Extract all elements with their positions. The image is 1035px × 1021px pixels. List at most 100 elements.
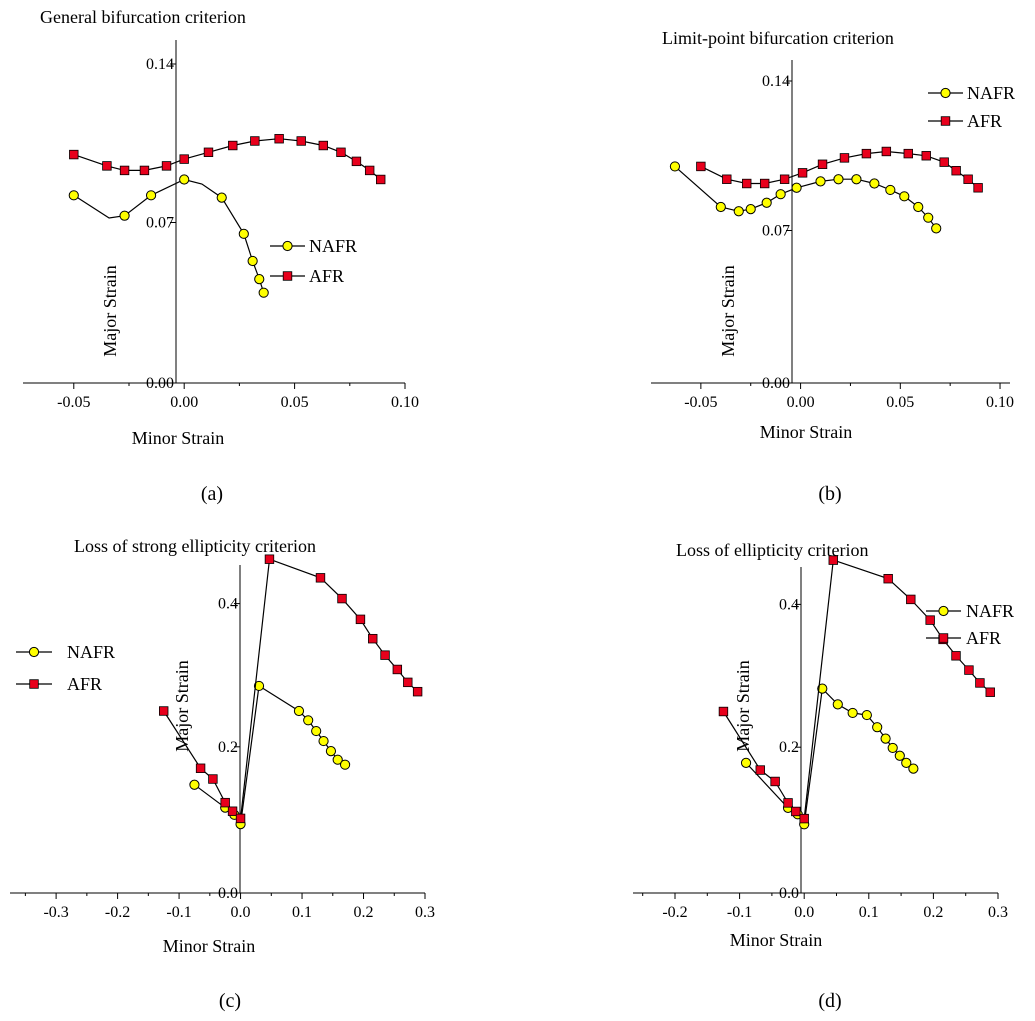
afr-point	[839, 153, 850, 163]
x-tick-label: 0.00	[170, 394, 198, 411]
afr-point	[403, 677, 413, 688]
afr-point	[722, 174, 732, 184]
legend-label-nafr: NAFR	[967, 83, 1015, 103]
afr-point	[883, 573, 893, 584]
afr-point	[250, 136, 260, 146]
y-tick-label: 0.0	[218, 885, 238, 902]
legend: NAFR AFR	[16, 642, 115, 694]
x-axis-title: Minor Strain	[163, 936, 256, 956]
afr-point	[296, 136, 306, 146]
panel-label: (b)	[818, 483, 841, 505]
nafr-point	[887, 742, 898, 754]
afr-point	[951, 651, 961, 661]
y-tick-label: 0.14	[146, 56, 174, 73]
y-tick-label: 0.00	[762, 375, 790, 392]
afr-point	[119, 165, 130, 176]
legend: NAFR AFR	[928, 83, 1015, 131]
y-axis-title: Major Strain	[718, 265, 738, 357]
nafr-point	[740, 757, 752, 769]
nafr-point	[293, 705, 305, 717]
x-tick-label: -0.1	[727, 904, 752, 921]
x-axis-title: Minor Strain	[132, 428, 225, 448]
afr-point	[696, 161, 706, 172]
chart-panel-b: Limit-point bifurcation criterion -0.05 0.…	[651, 28, 1015, 505]
nafr-point	[253, 680, 265, 692]
nafr-point	[332, 754, 343, 765]
y-tick-label: 0.4	[779, 596, 799, 613]
nafr-point	[216, 192, 227, 203]
chart-panel-d: Loss of ellipticity criterion -0.2 -0.1 0.0…	[633, 540, 1014, 1012]
series-line-nafr	[745, 687, 914, 826]
afr-point	[376, 174, 386, 185]
nafr-point	[833, 174, 844, 185]
afr-point	[264, 554, 275, 564]
afr-point	[925, 615, 935, 625]
y-tick-label: 0.2	[779, 739, 799, 756]
legend-marker-nafr	[938, 605, 949, 617]
legend-label-afr: AFR	[967, 111, 1002, 131]
x-tick-label: 0.2	[354, 904, 374, 921]
afr-point	[921, 151, 931, 161]
afr-point	[817, 159, 828, 169]
nafr-point	[847, 707, 858, 719]
legend-marker-afr	[940, 116, 951, 126]
afr-point	[355, 614, 366, 625]
y-tick-label: 0.0	[779, 885, 799, 902]
legend-label-nafr: NAFR	[67, 642, 115, 662]
afr-point	[973, 183, 983, 193]
afr-point	[964, 665, 974, 675]
nafr-point	[832, 699, 843, 710]
x-tick-label: 0.05	[886, 394, 914, 411]
x-tick-label: -0.05	[684, 394, 717, 411]
y-axis-title: Major Strain	[733, 660, 753, 752]
afr-point	[718, 706, 729, 717]
x-tick-label: -0.05	[57, 394, 90, 411]
nafr-point	[119, 210, 130, 221]
afr-point	[69, 149, 79, 160]
afr-point	[963, 174, 973, 184]
series-line-afr	[722, 559, 991, 820]
panel-label: (d)	[818, 990, 841, 1012]
afr-point	[368, 633, 378, 644]
afr-point	[139, 165, 150, 176]
afr-point	[939, 157, 949, 167]
afr-point	[337, 593, 347, 604]
chart-panel-c: Loss of strong ellipticity criterion -0.3…	[10, 536, 435, 1012]
series-line-nafr	[194, 684, 346, 826]
nafr-point	[901, 757, 912, 769]
legend-label-afr: AFR	[309, 266, 344, 286]
legend-label-afr: AFR	[966, 628, 1001, 648]
panel-label: (c)	[219, 990, 241, 1012]
legend-label-afr: AFR	[67, 674, 102, 694]
nafr-point	[880, 733, 891, 744]
afr-point	[906, 594, 916, 605]
x-tick-label: 0.2	[923, 904, 943, 921]
nafr-point	[923, 212, 934, 223]
legend-marker-afr	[29, 679, 39, 689]
nafr-point	[303, 715, 314, 726]
x-tick-label: 0.00	[787, 394, 815, 411]
nafr-point	[669, 161, 681, 172]
afr-point	[318, 140, 329, 151]
afr-point	[227, 806, 238, 816]
series-line-nafr	[73, 178, 265, 293]
x-tick-label: 0.10	[986, 394, 1014, 411]
afr-point	[364, 165, 375, 176]
nafr-point	[899, 191, 910, 202]
nafr-point	[815, 176, 826, 187]
x-axis-title: Minor Strain	[730, 930, 823, 950]
afr-point	[195, 763, 206, 773]
nafr-point	[145, 190, 157, 201]
afr-point	[392, 664, 403, 675]
nafr-point	[325, 745, 337, 757]
nafr-point	[339, 759, 351, 770]
afr-point	[742, 178, 752, 189]
legend-marker-nafr	[940, 87, 951, 99]
x-tick-label: 0.0	[794, 904, 814, 921]
afr-point	[799, 813, 809, 824]
nafr-point	[791, 182, 802, 193]
afr-point	[861, 148, 872, 159]
nafr-point	[913, 201, 924, 213]
legend: NAFR AFR	[926, 601, 1014, 648]
